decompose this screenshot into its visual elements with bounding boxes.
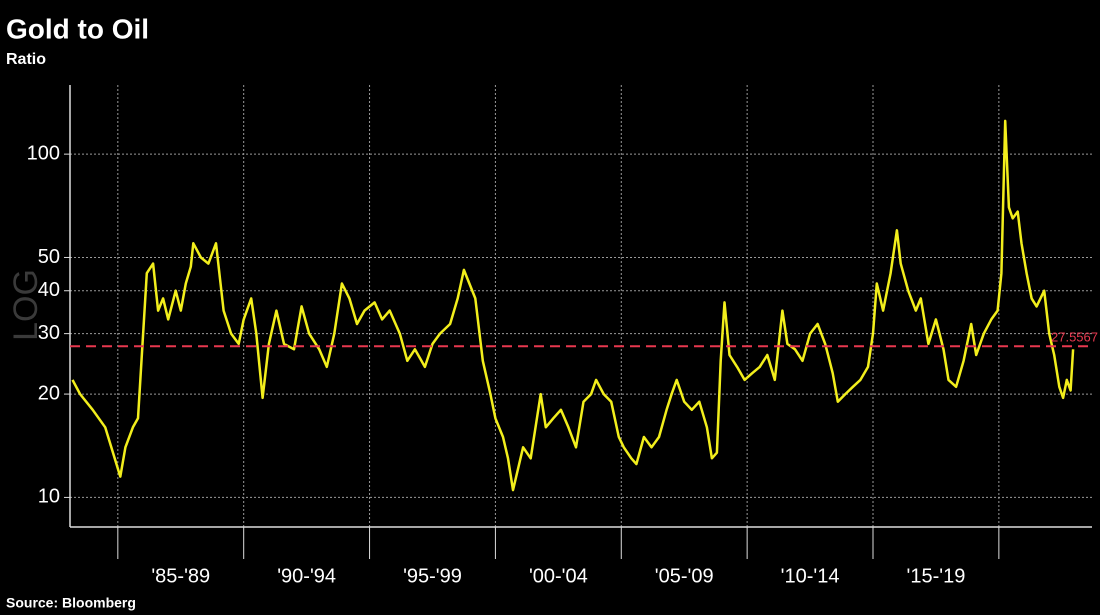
x-period-label: '05-'09 — [655, 565, 714, 587]
x-period-label: '10-'14 — [781, 565, 840, 587]
source-note: Source: Bloomberg — [6, 595, 136, 611]
reference-label: 27.5567 — [1051, 330, 1098, 345]
y-tick-label: 10 — [38, 486, 60, 508]
chart-subtitle: Ratio — [6, 51, 46, 68]
y-tick-label: 100 — [27, 142, 60, 164]
x-period-label: '15-'19 — [907, 565, 966, 587]
y-tick-label: 30 — [38, 322, 60, 344]
log-watermark: LOG — [7, 269, 45, 341]
y-tick-label: 40 — [38, 279, 60, 301]
data-line — [71, 119, 1075, 492]
x-period-label: '85-'89 — [151, 565, 210, 587]
x-period-label: '95-'99 — [403, 565, 462, 587]
y-tick-label: 20 — [38, 382, 60, 404]
x-period-label: '00-'04 — [529, 565, 588, 587]
y-tick-label: 50 — [38, 246, 60, 268]
x-period-label: '90-'94 — [277, 565, 336, 587]
chart-title: Gold to Oil — [6, 13, 149, 44]
